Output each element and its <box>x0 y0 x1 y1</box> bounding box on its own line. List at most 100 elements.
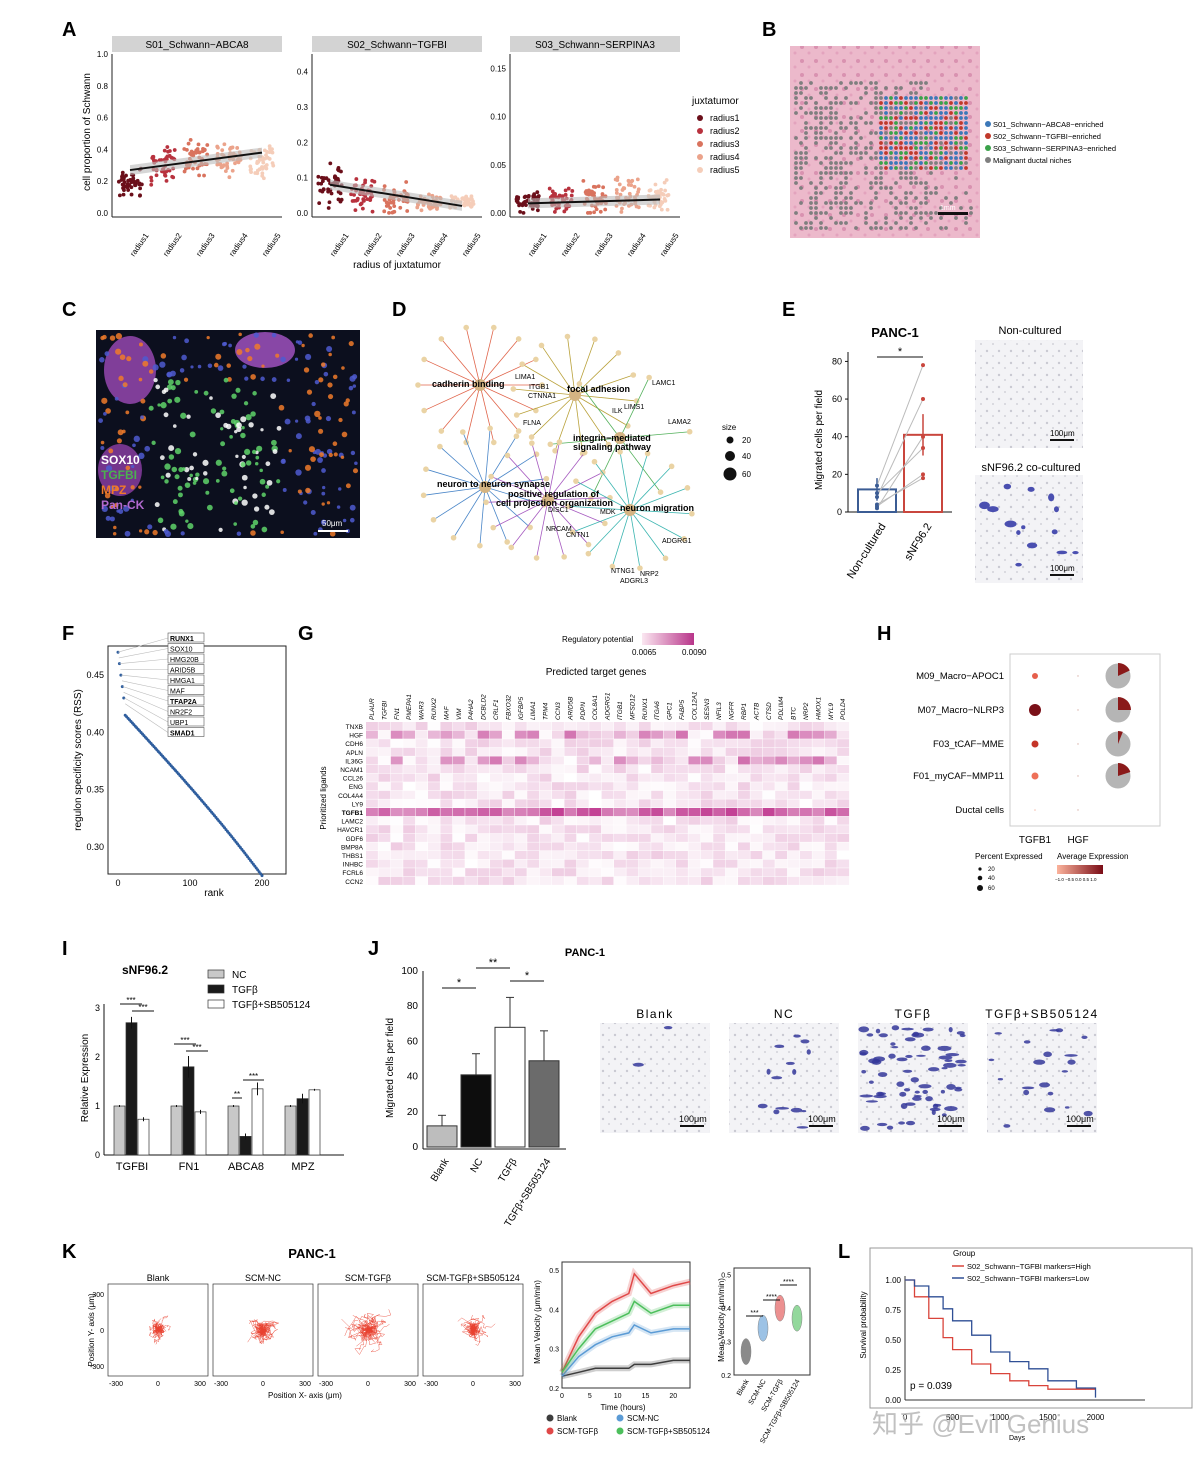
spot <box>939 126 943 130</box>
spot <box>934 211 938 215</box>
heat-cell <box>527 817 539 825</box>
cell <box>226 363 231 368</box>
heat-cell <box>738 773 750 782</box>
spot <box>904 226 908 230</box>
ligand: HGF <box>349 733 363 740</box>
cell <box>163 412 169 418</box>
spot <box>864 211 868 215</box>
cell <box>235 454 239 458</box>
bar <box>426 1125 458 1148</box>
spot <box>829 161 833 165</box>
track <box>250 1329 264 1338</box>
spot <box>889 141 893 145</box>
data-point <box>648 188 653 193</box>
cell <box>265 461 271 467</box>
spot <box>869 186 873 190</box>
spot <box>889 111 893 115</box>
edge <box>629 466 672 511</box>
heat-cell <box>540 731 552 739</box>
data-point <box>384 200 389 205</box>
heat-cell <box>676 756 688 765</box>
gene-node <box>430 516 437 523</box>
spot <box>914 151 918 155</box>
spot <box>884 161 888 165</box>
target-gene: COL8A1 <box>592 695 599 720</box>
heat-cell <box>700 756 713 765</box>
stained-cell <box>1023 1040 1031 1044</box>
x-tick-label: 300 <box>404 1381 416 1388</box>
spot <box>914 146 918 150</box>
data-point <box>471 199 475 204</box>
gene-label: NTNG1 <box>611 568 635 575</box>
heat-cell <box>651 782 663 790</box>
gene-node <box>644 450 651 457</box>
spot <box>834 166 838 170</box>
data-point <box>392 204 397 209</box>
spot <box>874 191 878 195</box>
spot <box>894 141 898 145</box>
heat-cell <box>539 833 552 842</box>
heat-cell <box>539 790 552 799</box>
data-point <box>215 144 220 149</box>
heat-cell <box>812 747 825 756</box>
stained-cell <box>944 1059 953 1063</box>
cell <box>165 472 171 478</box>
spot <box>939 121 943 125</box>
heat-cell <box>415 868 428 877</box>
spot <box>944 136 948 140</box>
cell <box>121 429 126 434</box>
heat-cell <box>440 808 453 817</box>
heat-cell <box>688 833 701 842</box>
tf-label: UBP1 <box>170 720 188 727</box>
track <box>367 1325 386 1338</box>
data-point <box>116 179 121 184</box>
edge <box>619 377 650 439</box>
ligand: TGFB1 <box>342 810 364 817</box>
heat-cell <box>390 859 403 868</box>
heat-cell <box>651 773 664 782</box>
spot <box>964 121 968 125</box>
cell <box>238 332 242 337</box>
data-point <box>154 173 159 178</box>
gene-node <box>689 510 695 517</box>
cell <box>341 366 345 370</box>
track-frame <box>317 1283 419 1377</box>
cell <box>132 443 136 448</box>
spot <box>844 221 848 225</box>
edge <box>423 384 481 411</box>
heat-cell <box>800 782 812 790</box>
spot <box>964 136 968 140</box>
heat-cell <box>539 816 552 825</box>
spot <box>839 101 843 105</box>
ligand: IL36G <box>345 758 363 765</box>
cell <box>280 356 286 363</box>
heat-cell <box>601 842 614 851</box>
spot <box>909 96 913 100</box>
heat-cell <box>564 877 576 885</box>
spot <box>924 141 928 145</box>
edge <box>619 437 661 493</box>
spot <box>899 166 903 170</box>
heat-cell <box>638 842 651 851</box>
cell <box>220 427 224 431</box>
spot <box>949 116 953 120</box>
data-point <box>200 149 205 154</box>
heat-cell <box>415 722 428 731</box>
heat-cell <box>601 859 614 868</box>
spot <box>819 126 823 130</box>
spot <box>799 201 803 205</box>
heat-cell <box>663 825 676 834</box>
edge <box>574 394 629 427</box>
spot <box>904 136 908 140</box>
stained-cell <box>921 1045 931 1051</box>
ligand: HAVCR1 <box>337 827 363 834</box>
heat-cell <box>614 739 626 748</box>
spot <box>839 151 843 155</box>
point <box>921 363 925 368</box>
legend-key <box>207 984 225 994</box>
spot <box>844 181 848 185</box>
heat-cell <box>539 859 552 868</box>
spot <box>804 86 808 90</box>
stained-cell <box>773 1109 780 1115</box>
heat-cell <box>638 876 651 885</box>
